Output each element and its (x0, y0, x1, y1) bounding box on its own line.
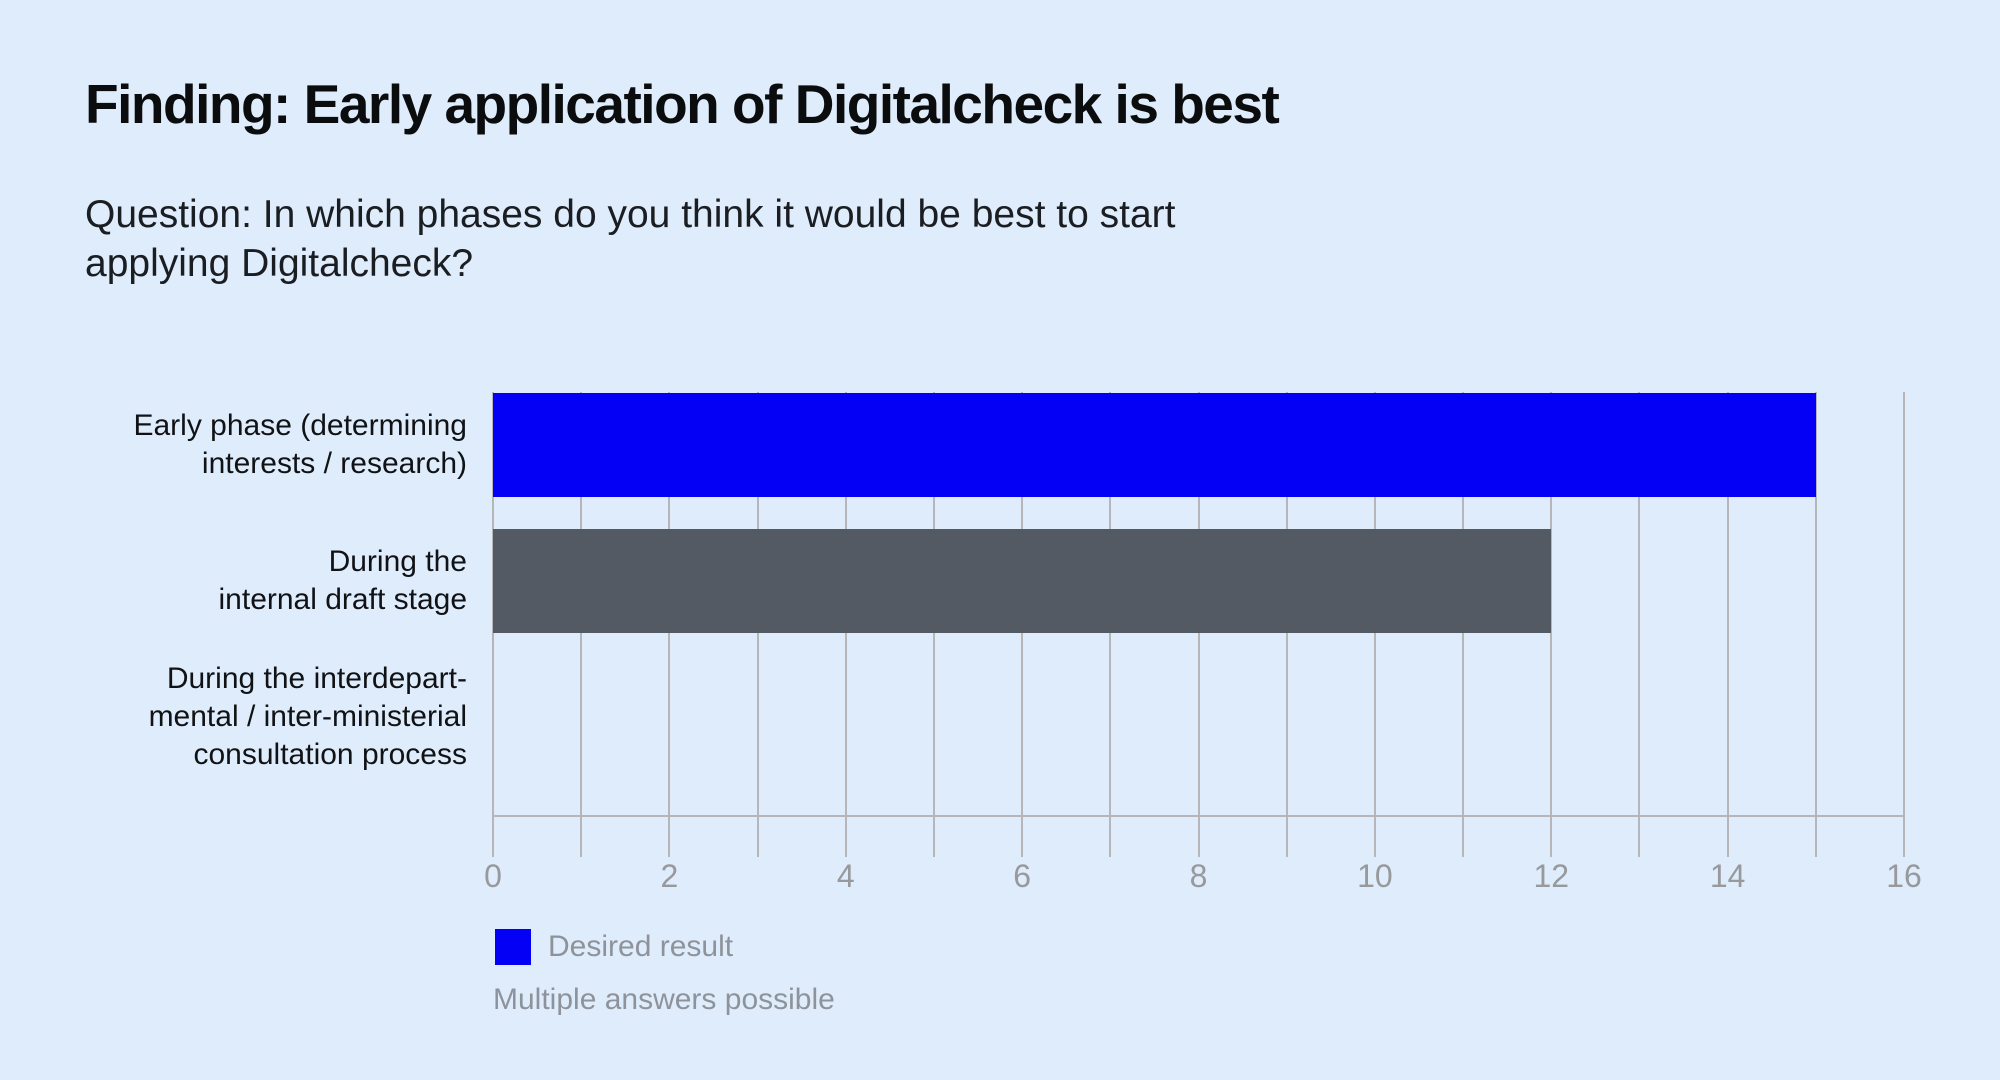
gridline-x16 (1903, 392, 1905, 857)
category-label-1: During the internal draft stage (218, 545, 467, 616)
bar-0 (493, 393, 1816, 497)
bar-1 (493, 529, 1552, 633)
x-tick-label-4: 4 (836, 858, 855, 894)
note-multiple-answers: Multiple answers possible (493, 983, 835, 1016)
category-label-2: During the interdepart- mental / inter-m… (148, 662, 467, 771)
gridline-x15 (1814, 392, 1817, 857)
x-tick-label-8: 8 (1189, 858, 1208, 894)
chart-subtitle: Question: In which phases do you think i… (85, 193, 1176, 285)
x-tick-label-10: 10 (1357, 858, 1393, 894)
gridline-x12 (1550, 392, 1553, 857)
legend-label: Desired result (548, 930, 734, 963)
chart-title: Finding: Early application of Digitalche… (85, 73, 1280, 135)
legend: Desired result (495, 929, 733, 965)
legend-swatch (495, 929, 531, 965)
x-tick-label-6: 6 (1013, 858, 1032, 894)
x-tick-label-14: 14 (1709, 858, 1746, 894)
x-tick-label-2: 2 (660, 858, 679, 894)
category-label-0: Early phase (determining interests / res… (133, 409, 467, 480)
gridline-x14 (1726, 392, 1729, 857)
x-tick-label-0: 0 (484, 858, 502, 894)
gridline-x13 (1638, 392, 1641, 857)
x-tick-label-16: 16 (1886, 858, 1922, 894)
x-axis-line (492, 815, 1905, 817)
x-tick-label-12: 12 (1533, 858, 1570, 894)
